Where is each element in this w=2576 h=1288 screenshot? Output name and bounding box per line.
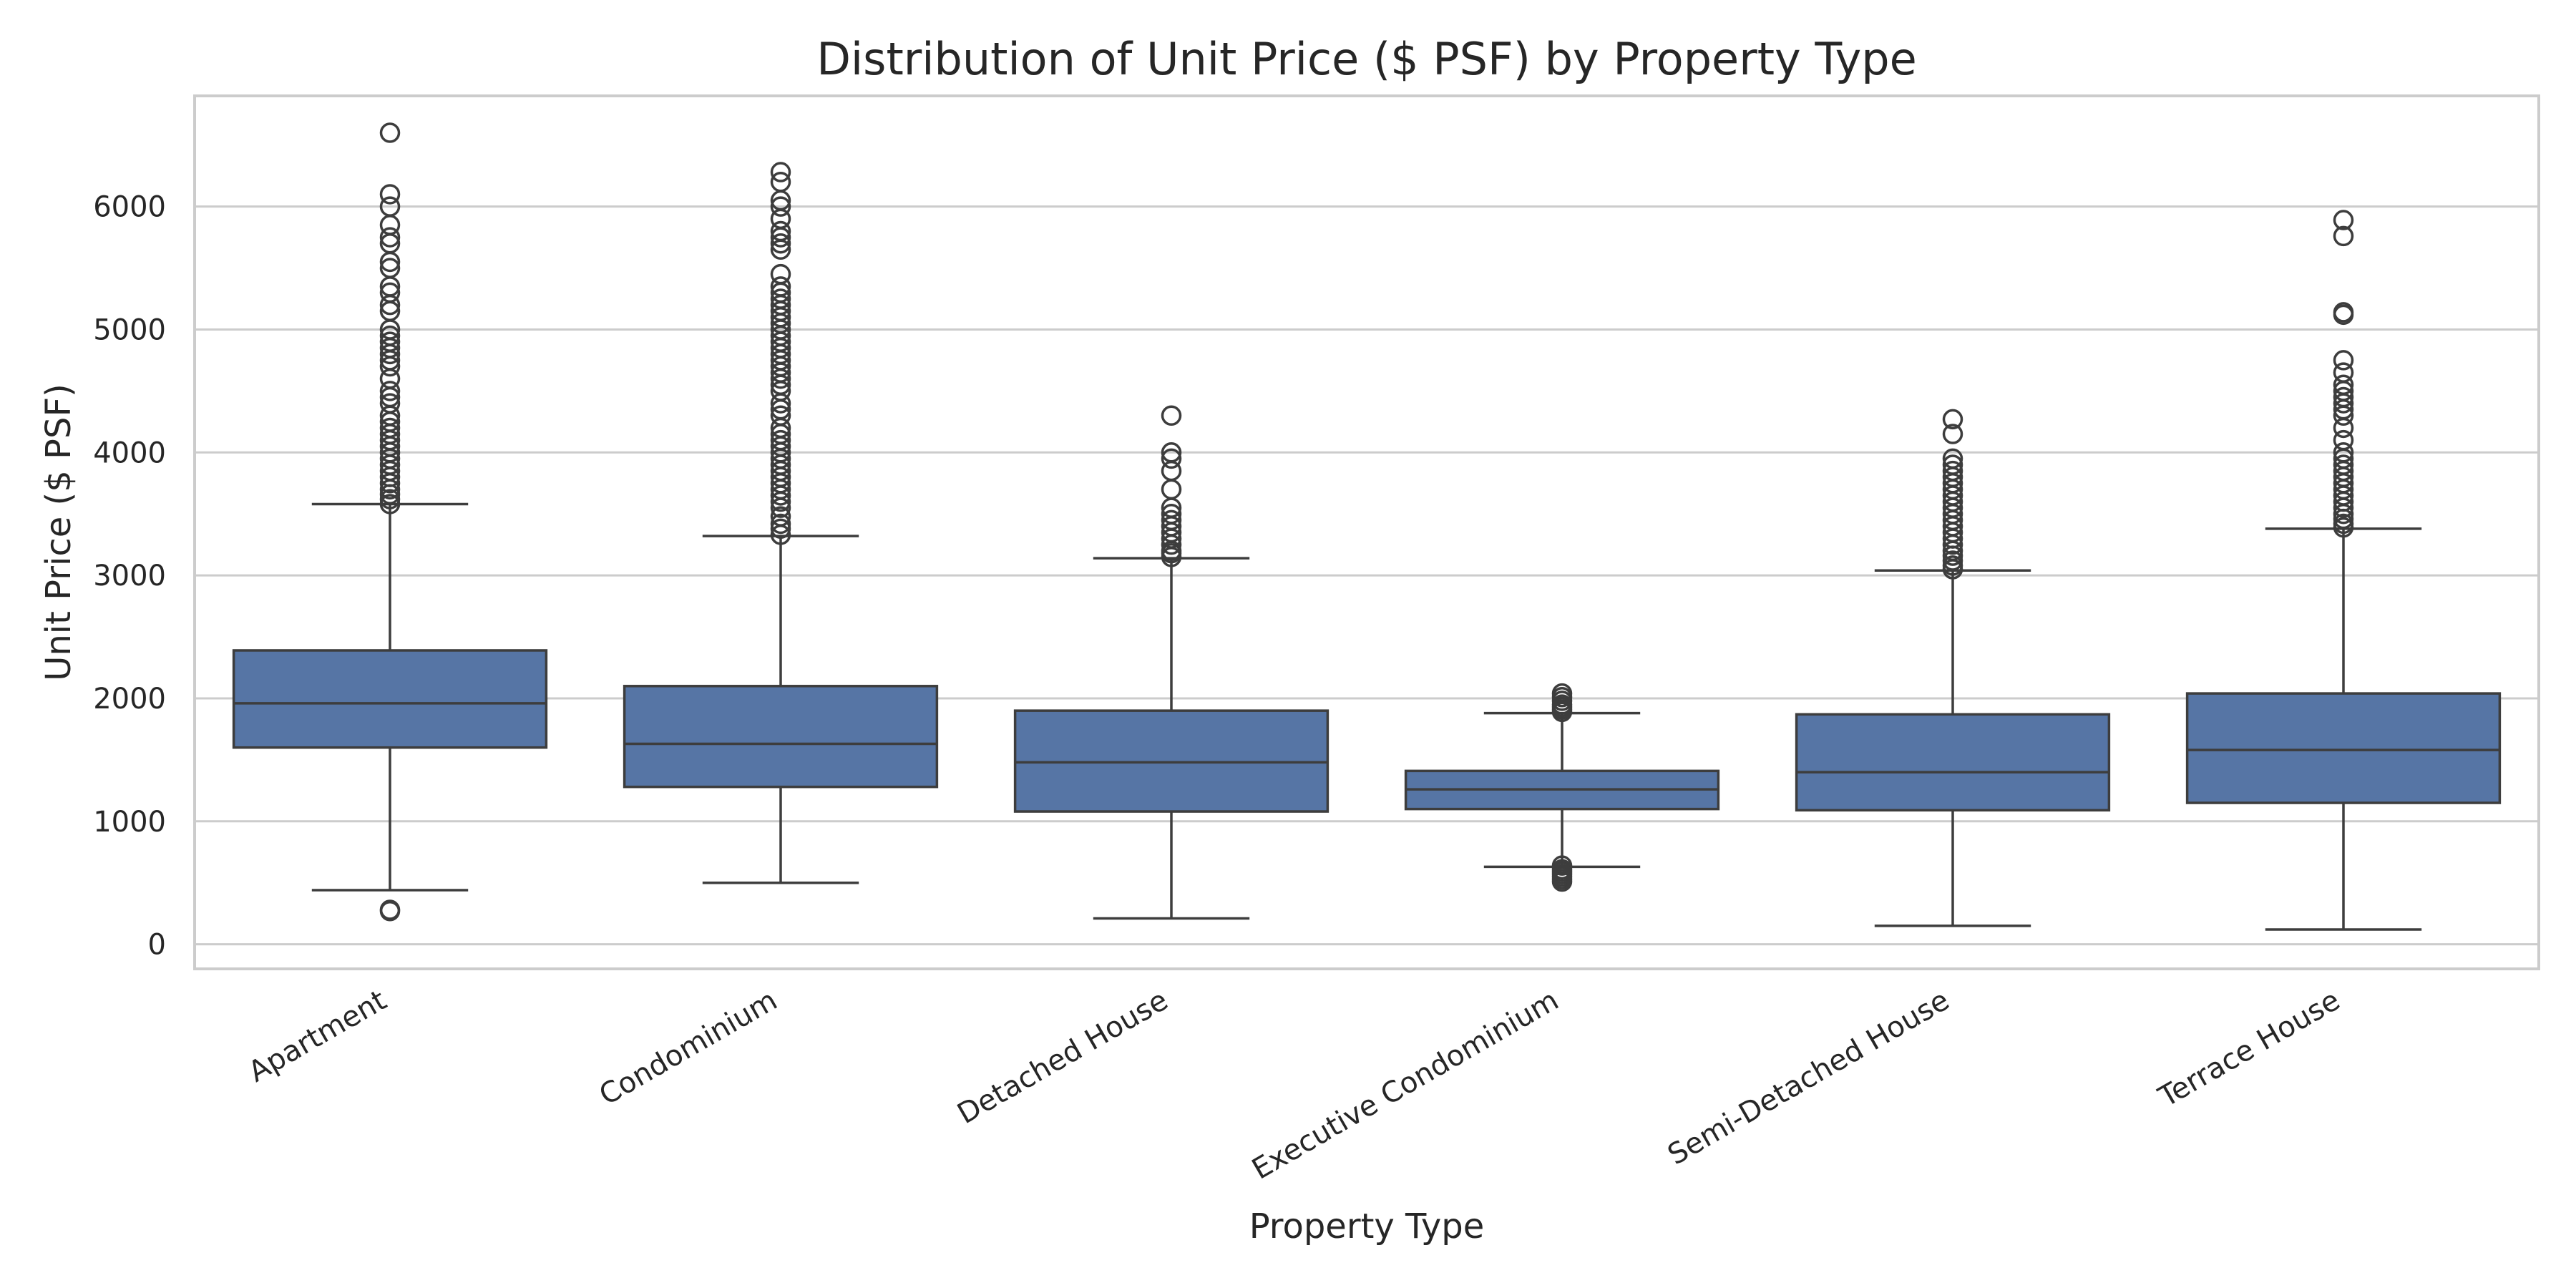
outlier-point (2333, 513, 2354, 535)
outlier-point (1161, 509, 1182, 531)
x-tick-label: Terrace House (2153, 984, 2346, 1114)
outlier-point (379, 196, 401, 217)
box-group (623, 162, 939, 884)
outlier-point (770, 518, 791, 540)
outlier-point (770, 513, 791, 535)
outlier-point (1161, 442, 1182, 463)
box-group (1013, 405, 1330, 920)
outlier-point (2333, 454, 2354, 475)
plot-frame (193, 94, 2540, 970)
outlier-point (1942, 555, 1963, 576)
x-tick-labels: Apartment Condominium Detached House Execut… (243, 984, 2346, 1186)
outlier-point (770, 233, 791, 254)
outlier-point (1942, 448, 1963, 469)
outlier-point (770, 429, 791, 451)
y-tick-label: 5000 (93, 313, 166, 346)
outlier-point (1161, 405, 1182, 426)
outlier-point (770, 506, 791, 527)
y-tick-label: 3000 (93, 560, 166, 592)
outlier-point (1942, 424, 1963, 444)
outlier-point (770, 220, 791, 242)
x-tick-label: Detached House (952, 984, 1174, 1131)
y-axis-label: Unit Price ($ PSF) (39, 384, 79, 681)
outlier-point (2333, 350, 2354, 371)
outlier-point (379, 184, 401, 205)
outlier-point (379, 331, 401, 352)
outlier-point (379, 282, 401, 303)
x-tick-label: Condominium (594, 984, 783, 1112)
outlier-point (2333, 374, 2354, 396)
outlier-point (1161, 448, 1182, 469)
x-tick-label: Apartment (243, 984, 392, 1089)
outlier-point (1942, 409, 1963, 430)
outlier-point (1161, 503, 1182, 525)
x-axis-label: Property Type (1249, 1206, 1485, 1246)
outlier-point (379, 393, 401, 414)
iqr-box (232, 649, 548, 749)
outlier-point (2333, 362, 2354, 383)
outlier-point (2333, 386, 2354, 408)
outlier-point (379, 900, 401, 922)
x-tick-label: Semi-Detached House (1662, 984, 1955, 1172)
outlier-point (770, 276, 791, 297)
y-tick-label: 4000 (93, 436, 166, 469)
outlier-point (770, 405, 791, 426)
grid-layer (195, 205, 2539, 946)
outlier-point (1161, 479, 1182, 500)
outlier-point (1551, 855, 1573, 876)
outlier-point (379, 325, 401, 346)
outlier-point (770, 263, 791, 285)
outlier-point (2333, 225, 2354, 247)
iqr-box (2185, 692, 2502, 804)
iqr-box (1795, 713, 2111, 812)
iqr-box (623, 685, 939, 789)
outlier-point (379, 258, 401, 278)
outlier-point (2333, 429, 2354, 451)
outlier-point (770, 172, 791, 192)
y-tick-label: 6000 (93, 191, 166, 224)
outlier-point (379, 215, 401, 235)
outlier-point (770, 196, 791, 217)
outlier-point (1942, 460, 1963, 482)
chart-title: Distribution of Unit Price ($ PSF) by Pr… (816, 33, 1917, 85)
outlier-point (2333, 210, 2354, 230)
outlier-point (379, 489, 401, 509)
outlier-point (379, 227, 401, 248)
outlier-point (770, 162, 791, 182)
y-tick-label: 1000 (93, 806, 166, 839)
box-group (1795, 409, 2111, 927)
y-tick-label: 2000 (93, 683, 166, 716)
outlier-point (1551, 683, 1573, 704)
y-tick-labels: 0 1000 2000 3000 4000 5000 6000 (93, 191, 166, 962)
box-group (2185, 210, 2502, 931)
outlier-point (379, 494, 401, 514)
outlier-point (379, 122, 401, 143)
outlier-point (1942, 550, 1963, 571)
x-tick-label: Executive Condominium (1246, 984, 1564, 1186)
boxes-layer (232, 122, 2502, 931)
outlier-point (2333, 442, 2354, 463)
y-tick-label: 0 (148, 929, 166, 962)
outlier-point (379, 381, 401, 401)
outlier-point (770, 288, 791, 309)
outlier-point (1942, 454, 1963, 475)
box-group (1404, 683, 1720, 892)
outlier-point (379, 417, 401, 439)
outlier-point (2333, 302, 2354, 323)
box-group (232, 122, 548, 922)
